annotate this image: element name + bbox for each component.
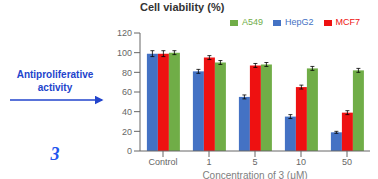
svg-text:0: 0: [127, 146, 132, 156]
html-text:Cell viability (%): Cell viability (%): [140, 1, 225, 13]
svg-text:60: 60: [122, 87, 132, 97]
svg-text:5: 5: [252, 157, 257, 167]
svg-text:120: 120: [117, 28, 132, 38]
svg-text:1: 1: [206, 157, 211, 167]
svg-text:10: 10: [296, 157, 306, 167]
svg-text:Concentration of 3 (μM): Concentration of 3 (μM): [202, 170, 307, 179]
html-text:HepG2: HepG2: [285, 17, 314, 27]
svg-text:3: 3: [50, 144, 60, 164]
html-text:A549: A549: [241, 17, 263, 27]
svg-text:20: 20: [122, 127, 132, 137]
svg-text:activity: activity: [38, 82, 73, 93]
svg-text:50: 50: [342, 157, 352, 167]
html-text:MCF7: MCF7: [335, 17, 360, 27]
svg-text:Control: Control: [148, 157, 177, 167]
svg-text:80: 80: [122, 68, 132, 78]
svg-text:100: 100: [117, 48, 132, 58]
svg-text:Antiproliferative: Antiproliferative: [17, 69, 94, 80]
svg-text:40: 40: [122, 107, 132, 117]
